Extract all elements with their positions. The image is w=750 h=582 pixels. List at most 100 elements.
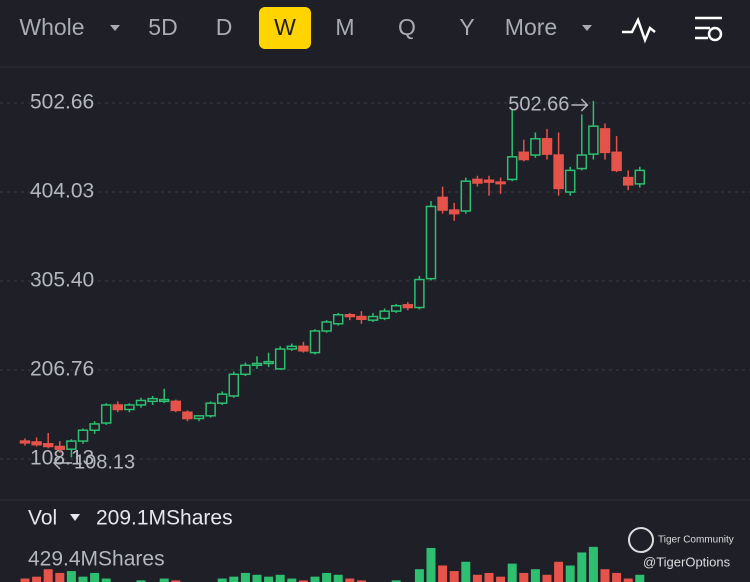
volume-bar xyxy=(90,572,100,582)
tab[interactable]: 5D xyxy=(148,14,177,40)
y-tick-label: 108.13 xyxy=(30,447,94,470)
candle-body xyxy=(553,154,564,190)
volume-bar xyxy=(264,576,274,582)
candle-body xyxy=(483,179,495,183)
candle-body xyxy=(495,181,506,185)
low-label: 108.13 xyxy=(74,451,135,473)
candle-body xyxy=(541,138,553,155)
volume-bar xyxy=(322,572,332,582)
volume-bar xyxy=(542,574,552,582)
volume-bar xyxy=(623,578,633,582)
settings-icon[interactable] xyxy=(695,16,723,42)
volume-current: 209.1MShares xyxy=(96,507,233,530)
candle-body xyxy=(460,180,472,212)
high-arrow xyxy=(571,98,589,112)
candle-body xyxy=(228,373,240,397)
candle-body xyxy=(89,423,100,431)
volume-bar xyxy=(298,580,308,582)
y-tick-label: 502.66 xyxy=(30,91,94,114)
volume-bar xyxy=(240,572,250,582)
candle-body xyxy=(182,411,193,420)
volume-bar xyxy=(78,576,88,582)
tab-highlight xyxy=(259,7,311,49)
volume-bar xyxy=(217,578,227,582)
candle-body xyxy=(321,321,332,332)
volume-bar xyxy=(136,580,146,582)
volume-bar xyxy=(66,571,76,582)
candle-body xyxy=(298,345,309,352)
candle-body xyxy=(193,415,205,420)
volume-bar xyxy=(171,580,181,582)
candle-body xyxy=(31,441,42,446)
volume-bar xyxy=(507,563,517,582)
volume-label[interactable]: Vol xyxy=(28,507,57,530)
volume-chart xyxy=(20,546,645,582)
tab[interactable]: Whole xyxy=(19,14,84,40)
volume-bar xyxy=(20,578,30,582)
period-tabs: Whole 5D D W M Q Y More xyxy=(19,7,592,49)
candle-body xyxy=(576,154,588,170)
candle-body xyxy=(124,404,135,411)
tab[interactable]: Y xyxy=(459,14,474,40)
candle-body xyxy=(112,404,124,411)
candle-body xyxy=(599,128,611,154)
candle-body xyxy=(216,393,228,404)
candle-body xyxy=(367,315,379,321)
watermark-title: Tiger Community xyxy=(658,535,734,546)
volume-bar xyxy=(588,546,598,582)
volume-bar xyxy=(252,574,262,582)
volume-bar xyxy=(43,569,53,582)
tab[interactable]: M xyxy=(335,14,354,40)
candle-body xyxy=(448,209,460,215)
dropdown-arrow xyxy=(70,514,80,521)
volume-bar xyxy=(554,561,564,582)
dropdown-arrow xyxy=(582,25,592,31)
candle-body xyxy=(147,397,158,403)
candle-body xyxy=(530,138,541,156)
volume-bar xyxy=(635,574,645,582)
volume-bar xyxy=(519,572,529,582)
candle-body xyxy=(170,400,182,412)
candle-body xyxy=(263,360,274,365)
candle-body xyxy=(390,304,402,312)
volume-bar xyxy=(310,576,320,582)
tab[interactable]: W xyxy=(274,14,296,40)
candle-body xyxy=(564,169,576,193)
volume-bar xyxy=(159,578,169,582)
candle-body xyxy=(356,315,367,321)
tab[interactable]: More xyxy=(505,14,557,40)
y-tick-label: 404.03 xyxy=(30,180,94,203)
volume-bar xyxy=(565,565,575,582)
candle-body xyxy=(42,443,54,448)
tab[interactable]: D xyxy=(216,14,233,40)
indicator-icon[interactable] xyxy=(622,16,656,44)
volume-bar xyxy=(472,574,482,582)
candle-body xyxy=(54,445,66,450)
high-label: 502.66 xyxy=(508,93,569,115)
volume-bar xyxy=(461,561,471,582)
volume-bar xyxy=(345,578,355,582)
candle-body xyxy=(506,156,518,181)
volume-bar xyxy=(612,572,622,582)
y-tick-label: 206.76 xyxy=(30,358,94,381)
candle-body xyxy=(77,429,89,442)
candle-body xyxy=(472,178,483,184)
watermark: Tiger Community @TigerOptions xyxy=(628,527,734,569)
candle-body xyxy=(588,125,599,155)
candle-body xyxy=(425,205,437,280)
candle-body xyxy=(251,362,263,367)
candle-body xyxy=(437,196,448,211)
candle-body xyxy=(634,169,646,185)
volume-bar xyxy=(426,547,436,582)
y-tick-label: 305.40 xyxy=(30,269,94,292)
candle-body xyxy=(205,402,216,417)
volume-bar xyxy=(391,580,401,582)
candle-body xyxy=(379,310,390,320)
candle-body xyxy=(240,364,251,376)
volume-bar xyxy=(530,569,540,582)
volume-bar xyxy=(101,578,111,582)
tab[interactable]: Q xyxy=(398,14,416,40)
candle-body xyxy=(100,404,112,424)
